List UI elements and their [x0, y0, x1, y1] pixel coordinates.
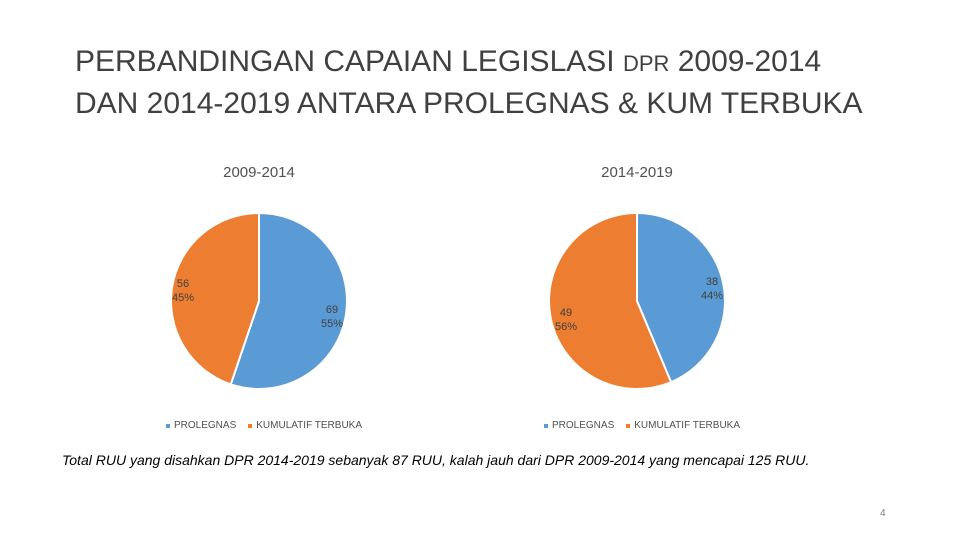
chart-1-value-label-kumulatif: 56: [177, 278, 189, 290]
chart-2-legend-item-prolegnas: PROLEGNAS: [544, 420, 614, 431]
chart-2-slice-prolegnas: [636, 211, 726, 384]
chart-2-legend: PROLEGNAS KUMULATIF TERBUKA: [544, 420, 740, 431]
chart-1-value-label-prolegnas: 69: [326, 304, 338, 316]
slide-title-part-a: PERBANDINGAN CAPAIAN LEGISLASI: [75, 45, 623, 78]
legend-label-prolegnas: PROLEGNAS: [174, 420, 237, 431]
legend-swatch-kumulatif: [626, 423, 631, 428]
chart-1-legend: PROLEGNAS KUMULATIF TERBUKA: [166, 420, 362, 431]
legend-label-kumulatif: KUMULATIF TERBUKA: [634, 420, 741, 431]
chart-1-percent-label-kumulatif: 45%: [172, 292, 194, 304]
legend-swatch-prolegnas: [544, 423, 548, 428]
chart-1-legend-item-prolegnas: PROLEGNAS: [166, 420, 236, 431]
chart-2-value-label-prolegnas: 38: [706, 276, 718, 288]
slide-title-part-b: DPR: [622, 51, 670, 76]
chart-1-title: 2009-2014: [223, 164, 295, 181]
caption-text: Total RUU yang disahkan DPR 2014-2019 se…: [62, 452, 810, 468]
page-number: 4: [880, 508, 886, 519]
slide-title: PERBANDINGAN CAPAIAN LEGISLASI DPR 2009-…: [75, 42, 935, 124]
chart-2-percent-label-prolegnas: 44%: [701, 290, 723, 302]
chart-1-slice-kumulatif: [170, 211, 260, 386]
legend-swatch-prolegnas: [166, 423, 170, 428]
slide-title-line-1: PERBANDINGAN CAPAIAN LEGISLASI DPR 2009-…: [75, 42, 935, 84]
chart-2-slice-kumulatif: [548, 211, 673, 390]
legend-label-prolegnas: PROLEGNAS: [552, 420, 615, 431]
slide-title-part-c: 2009-2014: [669, 45, 822, 78]
chart-2-percent-label-kumulatif: 56%: [555, 321, 577, 333]
chart-2-legend-item-kumulatif: KUMULATIF TERBUKA: [626, 420, 740, 431]
legend-swatch-kumulatif: [248, 423, 253, 428]
chart-2-title: 2014-2019: [601, 164, 673, 181]
chart-2-value-label-kumulatif: 49: [560, 307, 572, 319]
chart-1-percent-label-prolegnas: 55%: [321, 318, 343, 330]
legend-label-kumulatif: KUMULATIF TERBUKA: [256, 420, 363, 431]
slide-title-line-2: DAN 2014-2019 ANTARA PROLEGNAS & KUM TER…: [75, 87, 863, 120]
chart-1-legend-item-kumulatif: KUMULATIF TERBUKA: [248, 420, 362, 431]
